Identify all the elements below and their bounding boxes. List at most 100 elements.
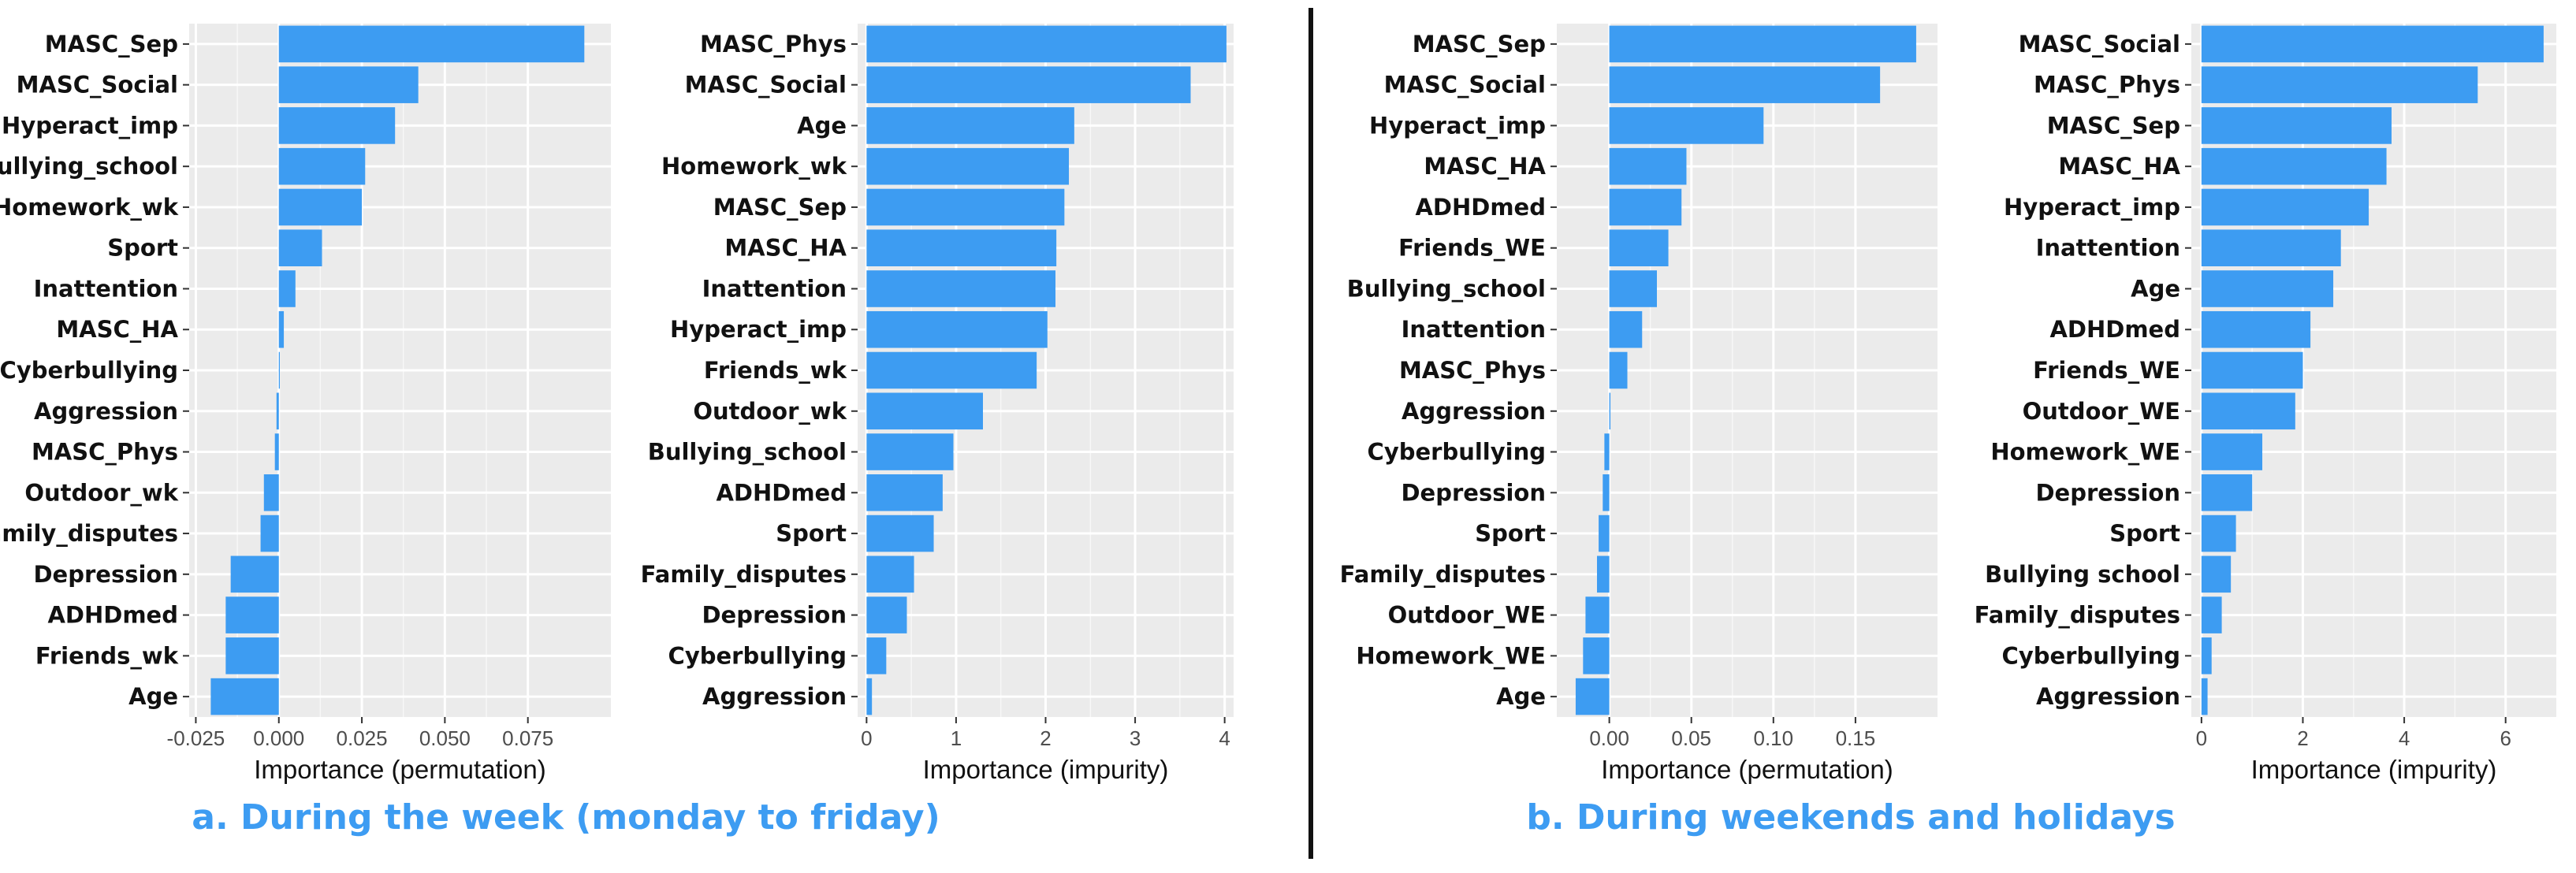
bar-depression <box>866 596 907 633</box>
y-tick-label: ADHDmed <box>1415 194 1546 221</box>
y-tick-label: Friends_WE <box>1398 235 1546 262</box>
y-tick-label: Inattention <box>34 275 178 302</box>
y-tick-label: Age <box>128 683 178 710</box>
y-tick-label: Hyperact_imp <box>2 112 178 139</box>
chart-panel-1: MASC_Sep MASC_Social Hyperact_imp Bullying_… <box>0 24 611 784</box>
x-axis-label: Importance (impurity) <box>923 755 1169 784</box>
bar-adhdmed <box>866 474 943 511</box>
y-tick-label: Homework_WE <box>1990 439 2180 466</box>
bar-age <box>866 107 1074 144</box>
x-tick-label: 0.025 <box>337 726 388 750</box>
y-tick-label: MASC_Phys <box>32 439 178 466</box>
y-tick-label: Outdoor_WE <box>2023 398 2180 425</box>
bar-age <box>1575 678 1610 715</box>
y-tick-label: Family_disputes <box>641 561 847 588</box>
x-tick-label: 3 <box>1130 726 1141 750</box>
y-tick-label: Inattention <box>702 275 847 302</box>
y-tick-label: Depression <box>702 602 847 629</box>
bar-masc-phys <box>1609 351 1628 389</box>
bar-age <box>210 678 279 715</box>
y-tick-label: MASC_HA <box>56 316 178 343</box>
bar-masc-social <box>2201 25 2544 63</box>
bar-bullying-school <box>278 147 366 185</box>
bar-sport <box>2201 515 2236 552</box>
y-tick-label: Bullying_school <box>0 153 178 180</box>
bar-outdoor-wk <box>866 392 983 430</box>
bar-homework-we <box>1583 637 1610 674</box>
bar-friends-we <box>2201 351 2303 389</box>
bar-cyberbullying <box>278 351 281 389</box>
x-axis-label: Importance (impurity) <box>2251 755 2497 784</box>
y-tick-label: Cyberbullying <box>0 357 178 384</box>
bar-inattention <box>2201 229 2341 266</box>
y-tick-label: Bullying school <box>1985 561 2180 588</box>
chart-panel-4: MASC_Social MASC_Phys MASC_Sep MASC_HA Hyper… <box>1975 24 2556 784</box>
bar-bullying-school <box>866 433 954 470</box>
y-tick-label: Depression <box>1401 479 1546 506</box>
x-tick-label: 6 <box>2500 726 2511 750</box>
y-tick-label: Aggression <box>702 683 847 710</box>
bar-masc-ha <box>1609 147 1687 185</box>
x-tick-label: 2 <box>1040 726 1051 750</box>
bar-outdoor-wk <box>263 474 279 511</box>
y-tick-label: Aggression <box>1402 398 1546 425</box>
bar-inattention <box>278 270 296 307</box>
x-tick-label: 0.000 <box>253 726 304 750</box>
bar-masc-social <box>866 66 1191 103</box>
bar-friends-we <box>1609 229 1669 266</box>
y-tick-label: Family_disputes <box>0 520 178 547</box>
x-axis-label: Importance (permutation) <box>1601 755 1893 784</box>
y-tick-label: Sport <box>107 235 178 262</box>
bar-masc-ha <box>278 310 285 348</box>
y-tick-label: MASC_HA <box>724 235 847 262</box>
panel-divider <box>1308 8 1313 859</box>
bar-friends-wk <box>866 351 1037 389</box>
x-tick-label: 0 <box>861 726 872 750</box>
bar-homework-wk <box>278 188 363 226</box>
bar-depression <box>1603 474 1610 511</box>
y-tick-label: Depression <box>2035 479 2180 506</box>
x-tick-label: 1 <box>951 726 962 750</box>
y-tick-label: Bullying_school <box>648 439 847 466</box>
y-tick-label: Age <box>797 112 847 139</box>
x-tick-label: 0.00 <box>1589 726 1629 750</box>
x-tick-label: 4 <box>1219 726 1230 750</box>
bar-aggression <box>866 678 873 715</box>
bar-adhdmed <box>225 596 279 633</box>
bar-depression <box>230 555 279 593</box>
bar-friends-wk <box>225 637 279 674</box>
bar-hyperact-imp <box>2201 188 2369 226</box>
bar-hyperact-imp <box>278 107 396 144</box>
bar-hyperact-imp <box>1609 107 1764 144</box>
y-tick-label: Homework_wk <box>0 194 179 221</box>
y-tick-label: ADHDmed <box>2049 316 2180 343</box>
bar-age <box>2201 270 2334 307</box>
y-tick-label: Family_disputes <box>1340 561 1546 588</box>
bar-family-disputes <box>260 515 279 552</box>
bar-sport <box>866 515 934 552</box>
y-tick-label: Sport <box>776 520 847 547</box>
y-tick-label: Inattention <box>1402 316 1546 343</box>
y-tick-label: MASC_HA <box>1424 153 1546 180</box>
y-tick-label: ADHDmed <box>716 479 847 506</box>
x-tick-label: 0.05 <box>1671 726 1711 750</box>
y-tick-label: Homework_wk <box>661 153 847 180</box>
bar-family-disputes <box>1597 555 1610 593</box>
x-tick-label: 0.075 <box>502 726 553 750</box>
bar-aggression <box>276 392 279 430</box>
bar-bullying-school <box>2201 555 2232 593</box>
x-tick-label: 4 <box>2399 726 2410 750</box>
y-tick-label: MASC_Phys <box>700 31 847 58</box>
bar-family-disputes <box>2201 596 2222 633</box>
bar-cyberbullying <box>866 637 887 674</box>
x-tick-label: 0.10 <box>1754 726 1794 750</box>
x-tick-label: 0.15 <box>1836 726 1876 750</box>
y-tick-label: Age <box>2131 275 2180 302</box>
bar-masc-phys <box>866 25 1227 63</box>
y-tick-label: Hyperact_imp <box>670 316 847 343</box>
bar-masc-ha <box>866 229 1057 266</box>
y-tick-label: Sport <box>2109 520 2180 547</box>
bar-inattention <box>1609 310 1643 348</box>
y-tick-label: MASC_Social <box>17 72 178 98</box>
bar-masc-phys <box>274 433 279 470</box>
